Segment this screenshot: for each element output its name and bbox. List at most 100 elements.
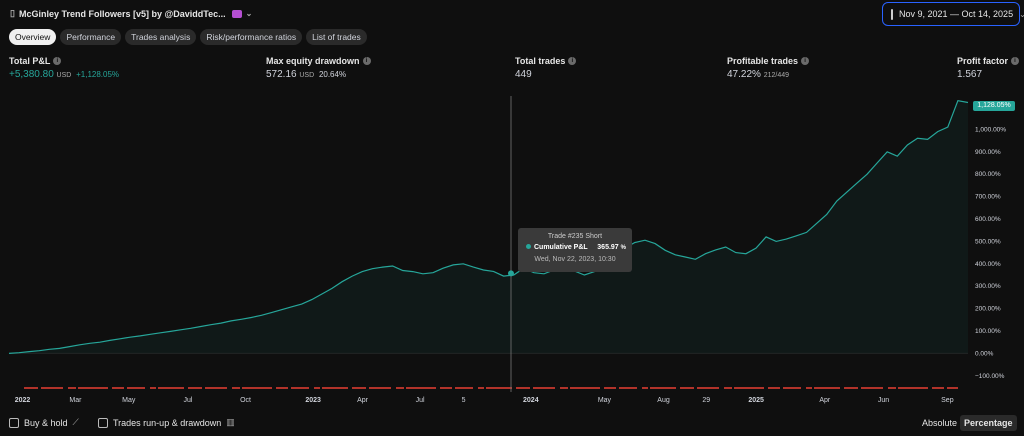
- y-tick-label: 800.00%: [975, 171, 1001, 178]
- total-pnl-pct: +1,128.05%: [76, 70, 120, 79]
- drawdown-segment: [205, 387, 227, 389]
- author-badge-icon: [231, 9, 242, 18]
- drawdown-segment: [68, 387, 76, 389]
- tab-risk-performance-ratios[interactable]: Risk/performance ratios: [200, 29, 303, 45]
- profit-factor-value: 1.567: [957, 69, 983, 80]
- report-tabs: Overview Performance Trades analysis Ris…: [9, 29, 367, 45]
- x-tick-label: Aug: [657, 397, 670, 404]
- info-icon[interactable]: i: [53, 57, 62, 65]
- drawdown-segment: [291, 387, 309, 389]
- drawdown-segment: [619, 387, 637, 389]
- total-trades-value: 449: [515, 69, 532, 80]
- checkbox-icon[interactable]: [9, 417, 19, 428]
- x-tick-label: 2024: [523, 397, 539, 404]
- x-tick-label: May: [598, 397, 612, 404]
- tab-overview[interactable]: Overview: [9, 29, 57, 45]
- y-tick-label: 0.00%: [975, 350, 994, 357]
- bar-chart-icon: ▥: [226, 417, 235, 427]
- tab-performance[interactable]: Performance: [60, 29, 122, 45]
- drawdown-segment: [642, 387, 648, 389]
- drawdown-segment: [396, 387, 404, 389]
- drawdown-segment: [369, 387, 391, 389]
- stat-label: Profitable trades: [727, 56, 799, 66]
- buy-hold-label: Buy & hold: [24, 417, 68, 428]
- calendar-icon: [891, 8, 893, 20]
- x-tick-label: 29: [702, 397, 710, 404]
- x-tick-label: May: [122, 397, 136, 404]
- cursor-point: [508, 270, 514, 277]
- drawdown-segment: [570, 387, 600, 389]
- drawdown-segment: [440, 387, 452, 389]
- drawdown-segment: [861, 387, 883, 389]
- stat-label: Total P&L: [9, 56, 51, 66]
- drawdown-segment: [478, 387, 484, 389]
- drawdown-segment: [783, 387, 801, 389]
- strategy-title[interactable]: ▯ McGinley Trend Followers [v5] by @Davi…: [10, 8, 252, 19]
- equity-area: [9, 100, 968, 354]
- y-tick-label: 300.00%: [975, 283, 1001, 290]
- buy-hold-toggle[interactable]: Buy & hold ⟋: [9, 417, 79, 428]
- stat-max-drawdown: Max equity drawdown i 572.16 USD 20.64%: [266, 56, 371, 80]
- drawdown-segment: [604, 387, 616, 389]
- stat-total-pnl: Total P&L i +5,380.80 USD +1,128.05%: [9, 56, 119, 80]
- tooltip-time: Wed, Nov 22, 2023, 10:30: [534, 256, 616, 263]
- percentage-button[interactable]: Percentage: [960, 415, 1017, 431]
- tab-trades-analysis[interactable]: Trades analysis: [125, 29, 197, 45]
- y-tick-label: 500.00%: [975, 238, 1001, 245]
- drawdown-segment: [533, 387, 555, 389]
- profitable-count: 212/449: [763, 72, 790, 79]
- drawdown-segment: [650, 387, 676, 389]
- drawdown-segment: [947, 387, 958, 389]
- drawdown-segment: [41, 387, 63, 389]
- info-icon[interactable]: i: [568, 57, 577, 65]
- drawdown-segment: [276, 387, 288, 389]
- runup-label: Trades run-up & drawdown: [113, 417, 222, 428]
- info-icon[interactable]: i: [362, 57, 371, 65]
- tooltip-value: 365.97: [597, 244, 619, 251]
- stat-profitable-trades: Profitable trades i 47.22% 212/449: [727, 56, 810, 80]
- total-pnl-value: +5,380.80: [9, 69, 54, 80]
- y-tick-label: 700.00%: [975, 194, 1001, 201]
- date-range-picker[interactable]: Nov 9, 2021 — Oct 14, 2025 ⌄: [882, 2, 1024, 26]
- strategy-title-text: McGinley Trend Followers [v5] by @Davidd…: [18, 8, 226, 19]
- profitable-pct: 47.22%: [727, 69, 761, 80]
- drawdown-segment: [232, 387, 240, 389]
- y-tick-label: 200.00%: [975, 306, 1001, 313]
- info-icon[interactable]: i: [801, 57, 810, 65]
- drawdown-segment: [697, 387, 719, 389]
- absolute-button[interactable]: Absolute: [922, 418, 958, 428]
- stat-label: Profit factor: [957, 56, 1009, 66]
- drawdown-segment: [932, 387, 944, 389]
- drawdown-segment: [24, 387, 38, 389]
- x-tick-label: Mar: [69, 397, 82, 404]
- y-tick-label: 100.00%: [975, 328, 1001, 335]
- drawdown-segment: [455, 387, 473, 389]
- drawdown-segment: [127, 387, 145, 389]
- equity-line: [8, 100, 969, 354]
- tab-list-of-trades[interactable]: List of trades: [306, 29, 367, 45]
- info-icon[interactable]: i: [1011, 57, 1020, 65]
- drawdown-segment: [188, 387, 202, 389]
- date-range-text: Nov 9, 2021 — Oct 14, 2025: [899, 9, 1014, 19]
- stat-profit-factor: Profit factor i 1.567: [957, 56, 1020, 80]
- max-dd-pct: 20.64%: [318, 70, 347, 79]
- drawdown-segment: [150, 387, 156, 389]
- drawdown-segment: [898, 387, 928, 389]
- x-tick-label: 2023: [305, 397, 321, 404]
- x-tick-label: Apr: [819, 397, 831, 404]
- chevron-down-icon[interactable]: ⌄: [245, 9, 253, 18]
- checkbox-icon[interactable]: [98, 417, 108, 428]
- x-tick-label: Sep: [941, 397, 954, 404]
- drawdown-segment: [888, 387, 896, 389]
- x-tick-label: Oct: [240, 397, 251, 404]
- tooltip-unit: %: [620, 245, 626, 251]
- y-tick-label: 900.00%: [975, 149, 1001, 156]
- drawdown-segment: [158, 387, 184, 389]
- runup-drawdown-toggle[interactable]: Trades run-up & drawdown ▥: [98, 417, 235, 428]
- equity-chart[interactable]: 1,100.00%1,000.00%900.00%800.00%700.00%6…: [0, 92, 1024, 410]
- x-tick-label: Jul: [416, 397, 425, 404]
- stat-label: Max equity drawdown: [266, 56, 360, 66]
- drawdown-segment: [242, 387, 272, 389]
- document-icon: ▯: [10, 8, 15, 18]
- y-tick-label: −100.00%: [975, 373, 1005, 380]
